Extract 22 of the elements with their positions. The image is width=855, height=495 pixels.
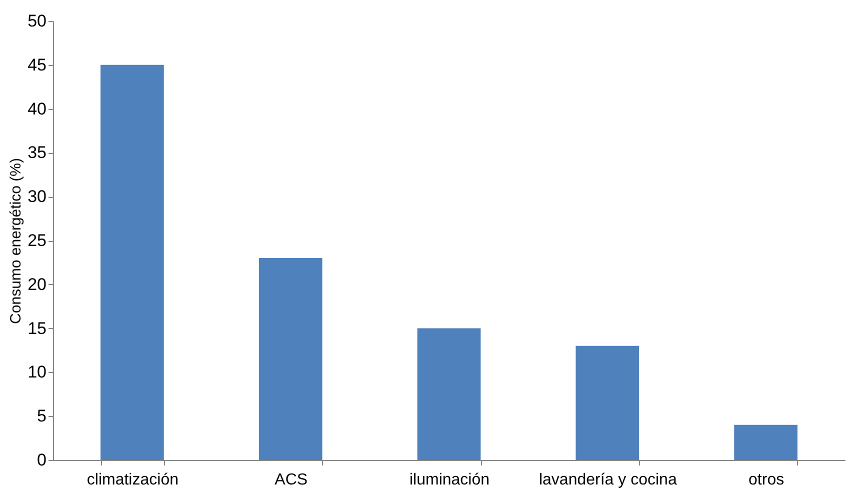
bar (100, 64, 164, 460)
x-tick-label: iluminación (409, 472, 490, 488)
bar (576, 346, 640, 460)
bar (258, 258, 322, 460)
bar (417, 328, 481, 460)
y-tick-label: 25 (28, 231, 46, 250)
y-tick-label: 20 (28, 274, 46, 294)
y-tick-label: 10 (28, 362, 46, 382)
y-tick-label: 0 (37, 450, 46, 470)
bar (734, 424, 798, 460)
y-tick-label: 35 (28, 143, 46, 162)
y-tick-label: 15 (28, 318, 46, 338)
x-tick-label: lavandería y cocina (538, 472, 677, 488)
y-tick-label: 30 (28, 187, 46, 206)
x-tick-label: climatización (86, 472, 178, 488)
y-tick-label: 5 (37, 406, 46, 426)
y-tick-label: 45 (28, 55, 46, 74)
x-tick-label: ACS (274, 472, 308, 488)
x-tick-label: otros (748, 472, 784, 488)
y-axis-title: Consumo energético (%) (8, 158, 25, 324)
y-tick-label: 40 (28, 99, 46, 118)
y-tick-label: 50 (28, 12, 46, 30)
